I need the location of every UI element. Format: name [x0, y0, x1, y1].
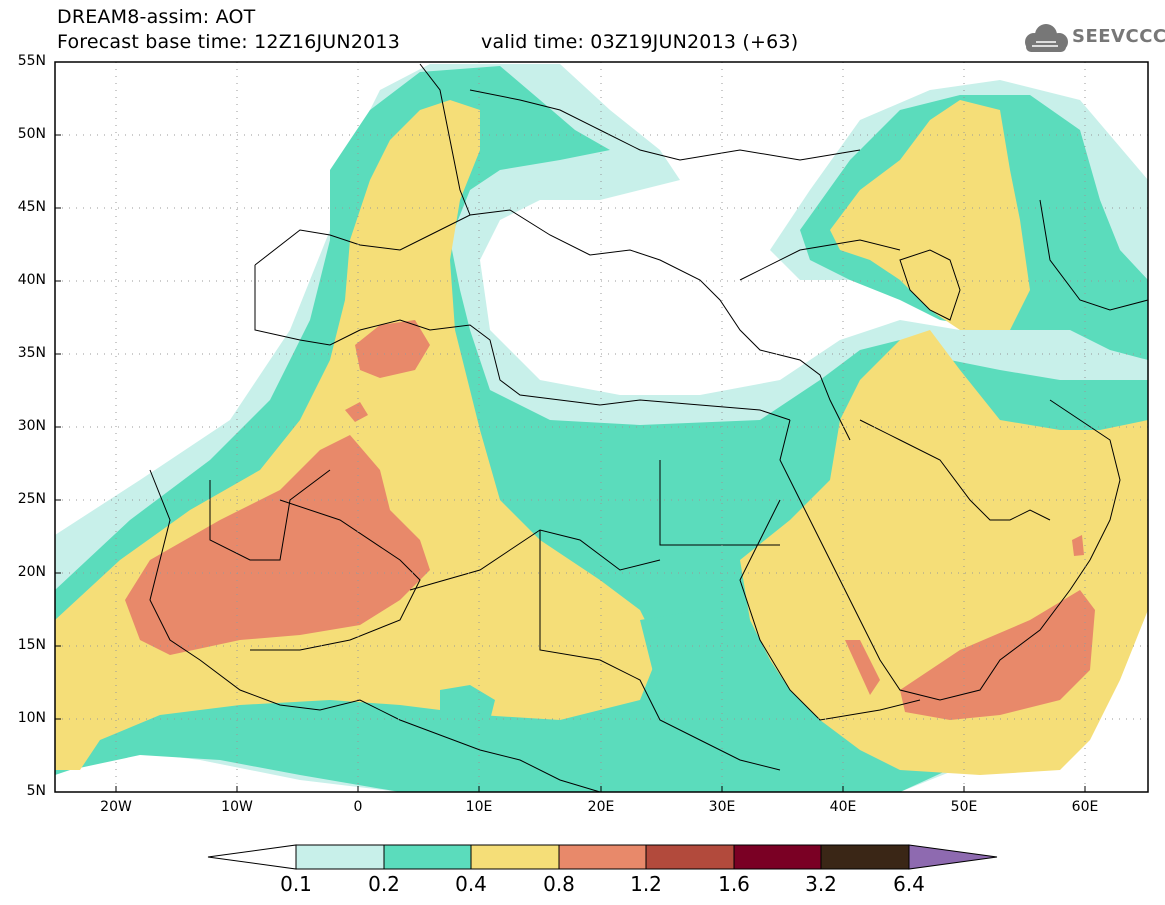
colorbar: [207, 844, 998, 870]
lon-label: 60E: [1071, 799, 1099, 815]
lon-label: 0: [353, 799, 363, 815]
colorbar-below-arrow: [207, 844, 297, 870]
lat-label: 45N: [17, 199, 46, 215]
colorbar-bin-3: [470, 844, 560, 870]
lon-label: 50E: [950, 799, 978, 815]
colorbar-label: 0.8: [543, 872, 575, 896]
colorbar-bin-4: [558, 844, 647, 870]
logo-text: SEEVCCC: [1072, 26, 1165, 47]
lon-label: 20E: [587, 799, 615, 815]
lat-label: 20N: [17, 564, 46, 580]
lat-label: 55N: [17, 53, 46, 69]
lat-label: 5N: [26, 783, 46, 799]
lon-label: 30E: [708, 799, 736, 815]
colorbar-label: 1.2: [630, 872, 662, 896]
colorbar-bin-5: [645, 844, 735, 870]
aot-band-0.8: [125, 435, 430, 655]
title-base-time: Forecast base time: 12Z16JUN2013: [57, 31, 400, 53]
lat-label: 10N: [17, 710, 46, 726]
lon-label: 40E: [829, 799, 857, 815]
lat-label: 35N: [17, 345, 46, 361]
colorbar-label: 6.4: [893, 872, 925, 896]
lat-label: 25N: [17, 491, 46, 507]
lon-label: 10W: [221, 799, 253, 815]
colorbar-bin-1: [295, 844, 385, 870]
lon-label: 10E: [465, 799, 493, 815]
colorbar-label: 0.4: [455, 872, 487, 896]
lat-label: 50N: [17, 126, 46, 142]
cloud-logo-icon: [1025, 24, 1068, 52]
lon-label: 20W: [100, 799, 132, 815]
colorbar-label: 1.6: [718, 872, 750, 896]
lat-label: 30N: [17, 418, 46, 434]
title-valid-time: valid time: 03Z19JUN2013 (+63): [481, 31, 799, 53]
colorbar-above-arrow: [908, 844, 998, 870]
colorbar-label: 3.2: [805, 872, 837, 896]
colorbar-bin-7: [820, 844, 910, 870]
colorbar-bin-2: [383, 844, 472, 870]
colorbar-label: 0.1: [280, 872, 312, 896]
colorbar-bin-6: [733, 844, 822, 870]
colorbar-label: 0.2: [368, 872, 400, 896]
lat-label: 40N: [17, 272, 46, 288]
title-model: DREAM8-assim: AOT: [57, 6, 256, 28]
lat-label: 15N: [17, 637, 46, 653]
